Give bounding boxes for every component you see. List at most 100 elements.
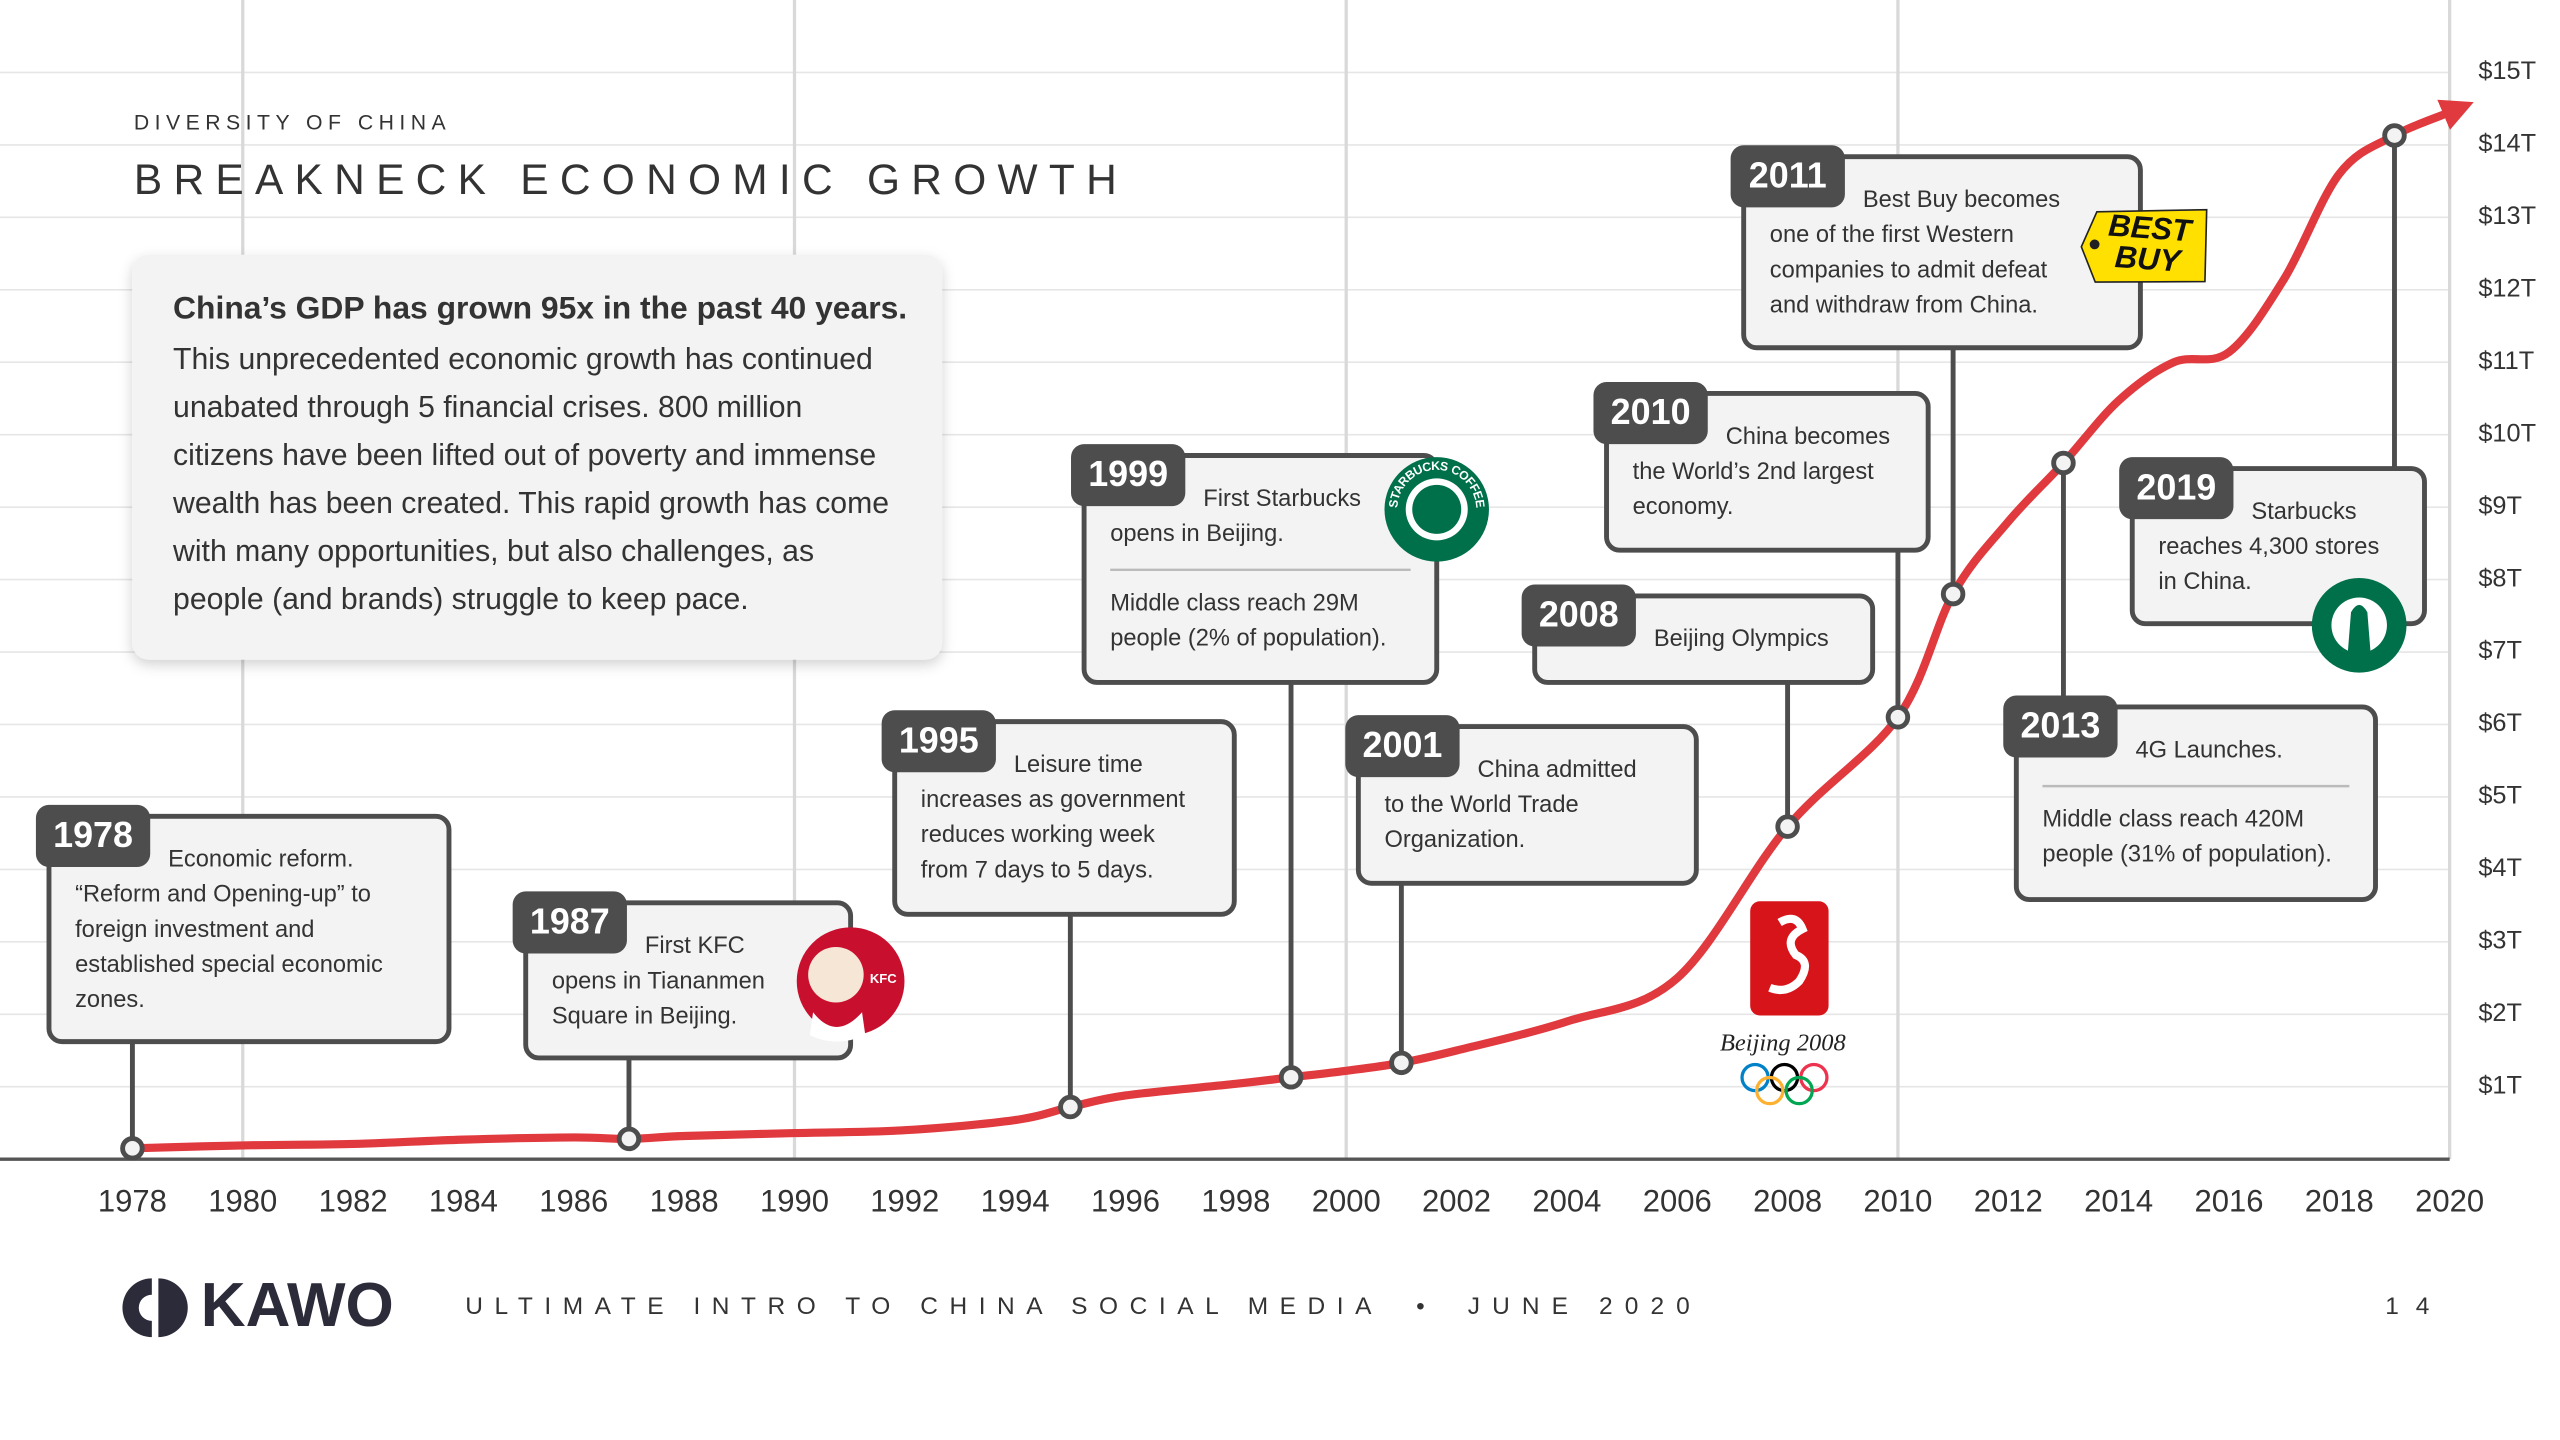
x-tick-label: 1994	[981, 1183, 1050, 1218]
x-tick-label: 2020	[2415, 1183, 2484, 1218]
x-tick-label: 1978	[98, 1183, 167, 1218]
y-tick-label: $6T	[2478, 709, 2522, 737]
logo-text: BEST	[2107, 208, 2195, 249]
x-tick-label: 2008	[1753, 1183, 1822, 1218]
x-tick-label: 1984	[429, 1183, 498, 1218]
event-text: from 7 days to 5 days.	[921, 857, 1154, 883]
event-marker	[1278, 1065, 1304, 1090]
year-badge	[512, 891, 627, 954]
year-label: 2008	[1539, 594, 1619, 635]
summary-card: China’s GDP has grown 95x in the past 40…	[132, 254, 943, 660]
event: 2010 China becomes the World’s 2nd largest…	[1593, 382, 1931, 730]
event-text: Organization.	[1384, 827, 1525, 853]
year-label: 2013	[2020, 705, 2100, 746]
summary-heading: China’s GDP has grown 95x in the past 40…	[173, 290, 907, 326]
y-tick-label: $1T	[2478, 1071, 2522, 1099]
logo-siren	[2347, 604, 2371, 654]
x-tick-label: 2006	[1643, 1183, 1712, 1218]
event-marker	[2051, 450, 2076, 476]
event: 1995 Leisure time increases as government r…	[881, 710, 1237, 1120]
x-tick-label: 1982	[319, 1183, 388, 1218]
event: 2001 China admitted to the World Trade Orga…	[1345, 715, 1699, 1076]
event-marker	[1775, 814, 1800, 839]
x-tick-label: 1980	[208, 1183, 277, 1218]
event-text: and withdraw from China.	[1770, 292, 2038, 318]
logo-siren	[1412, 484, 1462, 534]
event: 2011 Best Buy becomes one of the first Wes…	[1730, 145, 2143, 607]
y-tick-label: $3T	[2478, 927, 2522, 955]
logo-text: Beijing 2008	[1720, 1030, 1846, 1057]
kfc-logo: KFC	[796, 927, 905, 1042]
y-tick-label: $10T	[2478, 419, 2536, 447]
event-text: Square in Beijing.	[552, 1003, 737, 1029]
year-badge	[2003, 695, 2118, 758]
year-badge	[1521, 584, 1636, 647]
starbucks-logo: STARBUCKS COFFEE	[1384, 457, 1489, 562]
year-badge	[35, 804, 151, 867]
event: 2013 4G Launches. Middle class reach 420M p…	[2003, 450, 2378, 903]
event-text: China admitted	[1478, 757, 1637, 783]
event-text: the World’s 2nd largest	[1633, 459, 1875, 485]
summary-line: wealth has been created. This rapid grow…	[172, 487, 889, 520]
event-marker	[2382, 123, 2407, 148]
event-marker	[1389, 1050, 1414, 1076]
year-badge	[1593, 382, 1708, 445]
event-marker	[1058, 1094, 1083, 1120]
x-tick-label: 2004	[1532, 1183, 1601, 1218]
event-text: increases as government	[921, 787, 1186, 813]
y-tick-label: $5T	[2478, 782, 2522, 810]
logo-text: BUY	[2114, 239, 2185, 279]
event-text: Starbucks	[2251, 499, 2356, 525]
event-text: established special economic	[75, 952, 383, 978]
bestbuy-logo: BEST BUY	[2080, 208, 2208, 283]
year-label: 2010	[1611, 391, 1691, 432]
event-note: people (31% of population).	[2042, 842, 2331, 868]
y-tick-label: $9T	[2478, 492, 2522, 520]
brand-name: KAWO	[201, 1271, 394, 1340]
brand-icon	[122, 1278, 152, 1338]
event-text: Leisure time	[1014, 752, 1143, 778]
x-tick-label: 2016	[2194, 1183, 2263, 1218]
y-tick-label: $11T	[2478, 347, 2534, 375]
x-tick-label: 1992	[870, 1183, 939, 1218]
event-text: opens in Tiananmen	[552, 968, 765, 994]
event-text: companies to admit defeat	[1770, 257, 2048, 283]
event-text: First KFC	[645, 933, 745, 959]
y-tick-label: $7T	[2478, 637, 2522, 665]
logo-rings	[1740, 1062, 1829, 1106]
footer-separator: •	[1416, 1293, 1425, 1320]
year-badge	[1730, 145, 1845, 208]
y-tick-label: $15T	[2478, 57, 2536, 85]
event-text: Beijing Olympics	[1654, 626, 1829, 652]
event-text: Economic reform.	[168, 847, 353, 873]
starbucks-logo-2	[2311, 577, 2407, 673]
event-text: zones.	[75, 987, 145, 1013]
event-text: 4G Launches.	[2136, 737, 2283, 763]
event-text: Best Buy becomes	[1863, 187, 2060, 213]
logo-figure	[1768, 914, 1809, 994]
event-note: Middle class reach 420M	[2042, 807, 2304, 833]
event-note: people (2% of population).	[1110, 625, 1386, 651]
summary-line: with many opportunities, but also challe…	[172, 535, 814, 568]
logo-face	[808, 946, 864, 1003]
summary-line: people (and brands) struggle to keep pac…	[173, 583, 749, 616]
summary-line: citizens have been lifted out of poverty…	[173, 439, 876, 472]
year-label: 2011	[1749, 154, 1827, 195]
x-tick-label: 2012	[1974, 1183, 2043, 1218]
events: 1978 Economic reform. “Reform and Opening-…	[35, 123, 2427, 1161]
y-tick-label: $12T	[2478, 274, 2536, 302]
event: 2008 Beijing Olympics	[1521, 584, 1876, 839]
brand-icon	[158, 1278, 188, 1338]
summary-line: This unprecedented economic growth has c…	[173, 343, 873, 376]
year-label: 1999	[1088, 453, 1168, 494]
logo-hole	[2089, 239, 2100, 250]
x-tick-label: 1986	[539, 1183, 608, 1218]
card-bg	[132, 254, 943, 660]
event-text: in China.	[2158, 569, 2251, 595]
year-badge	[2119, 457, 2234, 520]
event-marker	[120, 1136, 145, 1161]
x-tick-label: 1996	[1091, 1183, 1160, 1218]
x-tick-label: 2000	[1312, 1183, 1381, 1218]
x-tick-label: 2014	[2084, 1183, 2153, 1218]
